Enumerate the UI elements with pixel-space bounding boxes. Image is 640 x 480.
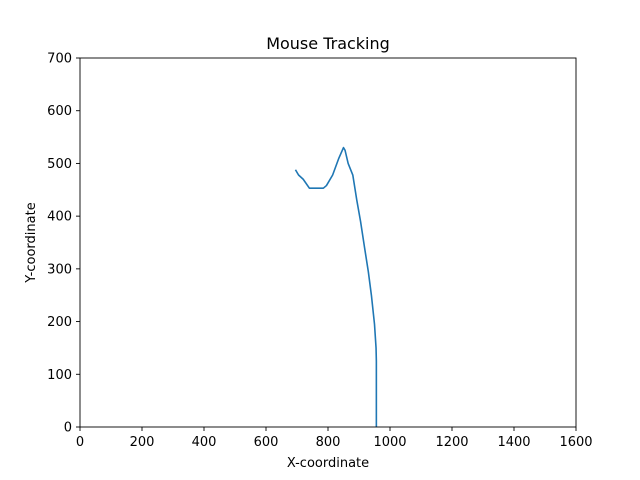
y-axis-label: Y-coordinate — [24, 202, 39, 283]
x-tick-label: 1400 — [497, 435, 530, 450]
x-tick-label: 800 — [316, 435, 341, 450]
x-tick-label: 0 — [76, 435, 84, 450]
x-axis-label: X-coordinate — [287, 456, 369, 471]
y-tick-label: 400 — [47, 210, 72, 225]
y-tick-label: 0 — [64, 421, 72, 436]
x-axis-ticks: 0 200 400 600 800 1000 1200 1400 1600 — [76, 427, 593, 450]
y-tick-label: 100 — [47, 368, 72, 383]
x-tick-label: 1000 — [373, 435, 406, 450]
y-tick-label: 300 — [47, 262, 72, 277]
series-line-0 — [294, 146, 378, 427]
y-axis-ticks: 0 100 200 300 400 500 600 700 — [47, 52, 80, 436]
y-tick-label: 500 — [47, 157, 72, 172]
y-tick-label: 700 — [47, 52, 72, 67]
x-tick-label: 400 — [192, 435, 217, 450]
x-tick-label: 600 — [254, 435, 279, 450]
x-tick-label: 200 — [130, 435, 155, 450]
y-tick-label: 600 — [47, 104, 72, 119]
x-tick-label: 1200 — [435, 435, 468, 450]
chart-title: Mouse Tracking — [266, 34, 390, 53]
y-tick-label: 200 — [47, 315, 72, 330]
x-tick-label: 1600 — [559, 435, 592, 450]
